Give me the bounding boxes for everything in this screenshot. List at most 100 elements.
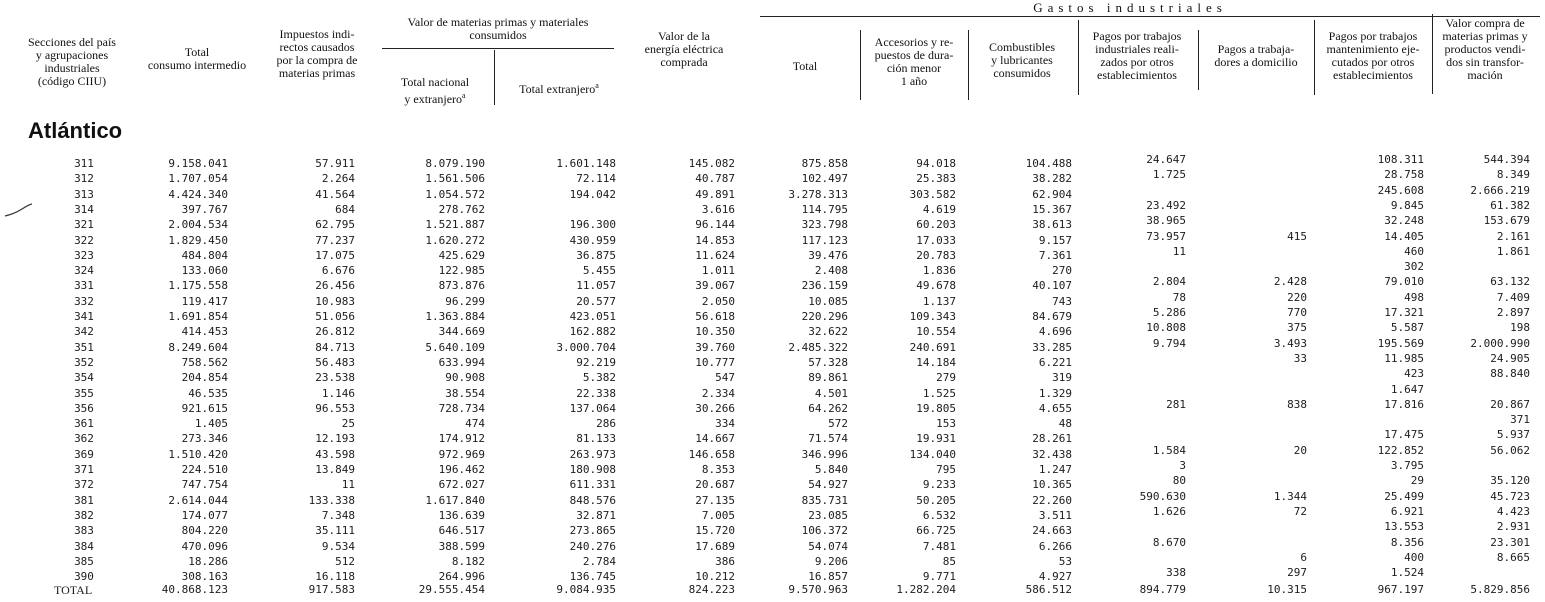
row-code: 381 — [74, 493, 94, 507]
cell-pagos-mantenimiento: 3.795 — [1390, 459, 1424, 472]
cell-impuestos: 17.075 — [315, 248, 355, 262]
cell-impuestos: 133.338 — [308, 493, 355, 507]
cell-total-extranjero: 22.338 — [576, 386, 616, 400]
cell-combustibles: 32.438 — [1032, 447, 1072, 461]
gastos-rule-6 — [1432, 14, 1433, 94]
cell-energia: 39.067 — [695, 279, 735, 293]
cell-energia: 11.624 — [695, 248, 735, 262]
cell-total-nacional: 278.762 — [438, 202, 485, 216]
cell-valor-compra: 2.666.219 — [1470, 183, 1530, 197]
cell-total-extranjero: 194.042 — [569, 187, 616, 201]
cell-combustibles: 4.696 — [1038, 325, 1072, 339]
row-code: 324 — [74, 264, 94, 278]
row-code: 321 — [74, 218, 94, 232]
cell-total-gastos: 114.795 — [801, 202, 848, 216]
cell-accesorios: 303.582 — [909, 187, 956, 201]
cell-total-consumo: 804.220 — [181, 524, 228, 538]
cell-pagos-mantenimiento: 108.311 — [1377, 153, 1424, 166]
cell-impuestos: 684 — [335, 202, 355, 216]
cell-accesorios: 240.691 — [909, 340, 956, 354]
cell-accesorios: 14.184 — [916, 355, 956, 369]
cell-valor-compra: 23.301 — [1490, 535, 1530, 549]
cell-pagos-otros: 1.626 — [1152, 504, 1186, 518]
cell-total-consumo: 46.535 — [188, 386, 228, 400]
cell-combustibles: 9.157 — [1038, 233, 1072, 247]
header-gastos-group: Gastos industriales — [1033, 0, 1227, 15]
cell-total-consumo: 1.707.054 — [168, 172, 228, 186]
cell-combustibles: 3.511 — [1038, 508, 1072, 522]
cell-total-nacional: 388.599 — [438, 539, 485, 553]
cell-accesorios: 25.383 — [916, 172, 956, 186]
cell-pagos-mantenimiento: 17.321 — [1384, 306, 1424, 319]
cell-energia: 30.266 — [695, 401, 735, 415]
cell-total-extranjero: 72.114 — [576, 172, 616, 186]
cell-combustibles: 84.679 — [1032, 310, 1072, 323]
cell-total-nacional: 96.299 — [445, 294, 485, 308]
cell-total-gastos: 9.206 — [814, 554, 848, 568]
cell-total-consumo: 4.424.340 — [168, 187, 228, 201]
cell-total-gastos: 5.840 — [814, 463, 848, 476]
cell-energia: 2.334 — [701, 386, 735, 400]
cell-energia: 17.689 — [695, 539, 735, 553]
cell-energia: 14.667 — [695, 432, 735, 446]
row-code: 331 — [74, 279, 94, 293]
gastos-rule-1 — [860, 30, 861, 100]
cell-total-gastos: 10.085 — [808, 294, 848, 308]
row-code: 384 — [74, 539, 94, 553]
cell-valor-compra: 8.349 — [1496, 168, 1530, 182]
cell-combustibles: 1.329 — [1038, 386, 1072, 400]
row-code: 322 — [74, 233, 94, 247]
cell-total-consumo: 2.004.534 — [168, 218, 228, 232]
cell-energia: 10.777 — [695, 355, 735, 369]
cell-valor-compra: 63.132 — [1490, 275, 1530, 289]
cell-total-nacional: 474 — [465, 417, 485, 431]
cell-total-gastos: 2.485.322 — [788, 340, 848, 354]
cell-pagos-otros: 5.286 — [1152, 306, 1186, 319]
cell-accesorios: 1.836 — [922, 264, 956, 278]
cell-energia: 96.144 — [695, 218, 735, 232]
cell-total-extranjero: 137.064 — [569, 401, 616, 415]
cell-pagos-domicilio: 2.428 — [1273, 275, 1307, 289]
total-valor-compra: 5.829.856 — [1470, 583, 1530, 597]
cell-total-nacional: 646.517 — [438, 524, 485, 538]
cell-total-gastos: 71.574 — [808, 432, 848, 446]
total-energia: 824.223 — [688, 583, 735, 597]
header-total-nacional: Total nacional y extranjeroa — [400, 75, 470, 106]
cell-total-consumo: 397.767 — [181, 202, 228, 216]
cell-total-gastos: 117.123 — [801, 233, 848, 247]
cell-pagos-otros: 3 — [1179, 459, 1186, 472]
header-energia: Valor de la energía eléctrica comprada — [644, 29, 724, 69]
cell-combustibles: 7.361 — [1038, 248, 1072, 262]
cell-accesorios: 19.931 — [916, 432, 956, 446]
cell-pagos-otros: 1.584 — [1152, 443, 1186, 457]
cell-pagos-mantenimiento: 6.921 — [1390, 504, 1424, 518]
gastos-group-rule — [760, 16, 1540, 17]
cell-pagos-mantenimiento: 79.010 — [1384, 275, 1424, 289]
cell-impuestos: 11 — [341, 478, 355, 492]
header-total-consumo-intermedio: Total consumo intermedio — [147, 45, 247, 72]
cell-impuestos: 6.676 — [321, 264, 355, 278]
cell-accesorios: 19.805 — [916, 401, 956, 415]
header-pagos-mantenimiento: Pagos por trabajos mantenimiento eje- cu… — [1326, 29, 1420, 82]
cell-pagos-mantenimiento: 302 — [1404, 260, 1424, 274]
cell-total-gastos: 3.278.313 — [788, 187, 848, 201]
cell-total-nacional: 633.994 — [438, 355, 485, 369]
cell-total-consumo: 758.562 — [181, 355, 228, 369]
cell-pagos-mantenimiento: 25.499 — [1384, 489, 1424, 503]
row-code: 355 — [74, 386, 94, 400]
cell-total-nacional: 1.054.572 — [425, 187, 485, 201]
total-total-consumo: 40.868.123 — [161, 583, 228, 597]
cell-pagos-domicilio: 770 — [1287, 306, 1307, 319]
cell-valor-compra: 7.409 — [1496, 290, 1530, 304]
cell-total-extranjero: 32.871 — [576, 508, 616, 522]
cell-energia: 20.687 — [695, 478, 735, 492]
cell-combustibles: 38.613 — [1032, 218, 1072, 232]
total-label: TOTAL — [54, 583, 93, 598]
total-total-extranjero: 9.084.935 — [556, 583, 616, 597]
cell-energia: 386 — [715, 554, 735, 568]
cell-accesorios: 4.619 — [922, 202, 956, 216]
total-pagos-mantenimiento: 967.197 — [1377, 583, 1424, 597]
cell-valor-compra: 4.423 — [1496, 504, 1530, 518]
cell-total-extranjero: 263.973 — [569, 447, 616, 461]
cell-impuestos: 43.598 — [315, 447, 355, 461]
